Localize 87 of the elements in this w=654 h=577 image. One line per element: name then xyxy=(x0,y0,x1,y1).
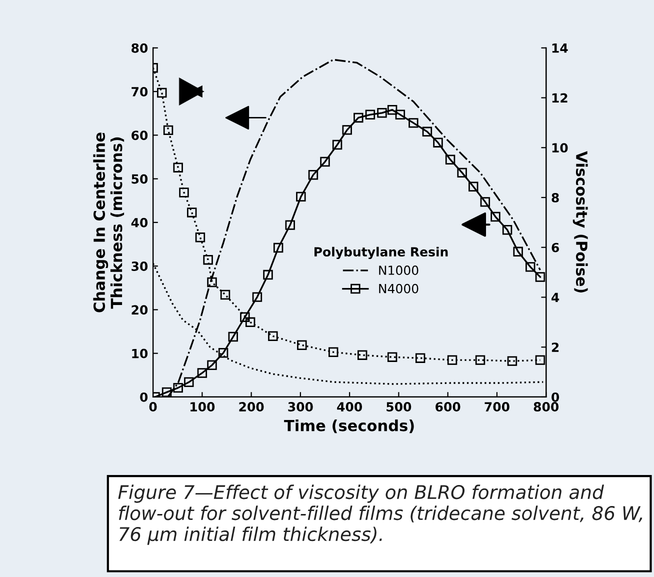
y2-tick-label: 12 xyxy=(552,93,568,103)
x-tick-label: 500 xyxy=(386,402,412,412)
x-tick-label: 0 xyxy=(149,402,157,412)
x-tick-label: 400 xyxy=(337,402,362,412)
y2-tick-label: 4 xyxy=(552,292,560,302)
point xyxy=(408,118,418,128)
point xyxy=(197,368,208,378)
y2-tick-label: 2 xyxy=(552,342,559,352)
point xyxy=(268,331,278,341)
point xyxy=(220,290,230,300)
point xyxy=(240,312,250,322)
y2-tick-label: 10 xyxy=(552,143,568,153)
point xyxy=(332,140,342,150)
y2-tick-label: 0 xyxy=(552,392,560,402)
point xyxy=(513,246,523,257)
point xyxy=(377,108,387,118)
point xyxy=(387,352,398,362)
point xyxy=(387,104,398,115)
y-tick-label: 60 xyxy=(132,130,148,140)
point xyxy=(395,110,406,120)
point xyxy=(245,317,256,328)
point xyxy=(186,208,197,218)
x-tick-label: 100 xyxy=(190,402,215,412)
x-tick-label: 700 xyxy=(484,402,510,412)
point xyxy=(203,254,213,265)
point xyxy=(296,192,306,202)
y-tick-label: 30 xyxy=(132,262,148,271)
point xyxy=(285,220,295,230)
y-tick-label: 50 xyxy=(132,174,148,184)
point xyxy=(173,382,183,393)
point xyxy=(228,332,238,342)
point xyxy=(502,224,512,235)
y-tick-label: 40 xyxy=(131,218,148,228)
point xyxy=(218,348,228,358)
point xyxy=(328,347,338,357)
point xyxy=(163,125,174,136)
point xyxy=(263,270,273,280)
y-tick-label: 0 xyxy=(140,392,148,402)
point xyxy=(480,197,490,207)
y2-tick-label: 8 xyxy=(552,192,559,202)
y-axis-title: Change In Centerline Thickness (microns) xyxy=(93,132,124,312)
point xyxy=(507,356,518,366)
point xyxy=(468,182,478,192)
y-tick-label: 10 xyxy=(132,348,148,358)
point xyxy=(415,353,426,363)
point xyxy=(490,212,500,222)
point xyxy=(354,112,364,123)
legend-title: Polybutylane Resin xyxy=(314,246,448,260)
point xyxy=(445,154,456,164)
y2-tick-label: 14 xyxy=(552,44,568,53)
point xyxy=(535,272,546,282)
x-tick-label: 600 xyxy=(436,402,460,412)
point xyxy=(273,242,284,253)
point xyxy=(320,156,330,167)
x-axis-title: Time (seconds) xyxy=(284,419,414,434)
y-tick-label: 70 xyxy=(132,87,148,96)
point xyxy=(422,126,432,137)
y2-axis-title: Viscosity (Poise) xyxy=(572,151,588,292)
point xyxy=(157,88,167,98)
legend-label: N4000 xyxy=(379,284,418,294)
point xyxy=(342,125,352,135)
point xyxy=(195,232,206,242)
point xyxy=(433,138,443,148)
y-tick-label: 20 xyxy=(132,305,148,315)
y-tick-label: 80 xyxy=(132,43,148,53)
point xyxy=(535,355,546,365)
point xyxy=(308,170,318,180)
point xyxy=(526,262,536,272)
point xyxy=(162,387,172,397)
y2-tick-label: 6 xyxy=(552,242,559,252)
point xyxy=(173,162,183,172)
point xyxy=(457,168,467,178)
point xyxy=(207,277,217,288)
point xyxy=(475,355,486,365)
x-tick-label: 200 xyxy=(239,402,264,412)
x-tick-label: 800 xyxy=(534,402,559,412)
point xyxy=(207,360,217,370)
caption: Figure 7—Effect of viscosity on BLRO formation and flow-out for solvent-filled films (tridecane solvent, 86 W, 76 µm initial film thickness). xyxy=(118,484,642,545)
point xyxy=(297,340,307,350)
point xyxy=(179,188,189,198)
point xyxy=(447,355,458,365)
point xyxy=(184,377,194,387)
x-tick-label: 300 xyxy=(288,402,313,412)
point xyxy=(252,292,262,302)
legend-label: N1000 xyxy=(379,266,418,275)
point xyxy=(357,350,368,360)
point xyxy=(365,110,376,120)
